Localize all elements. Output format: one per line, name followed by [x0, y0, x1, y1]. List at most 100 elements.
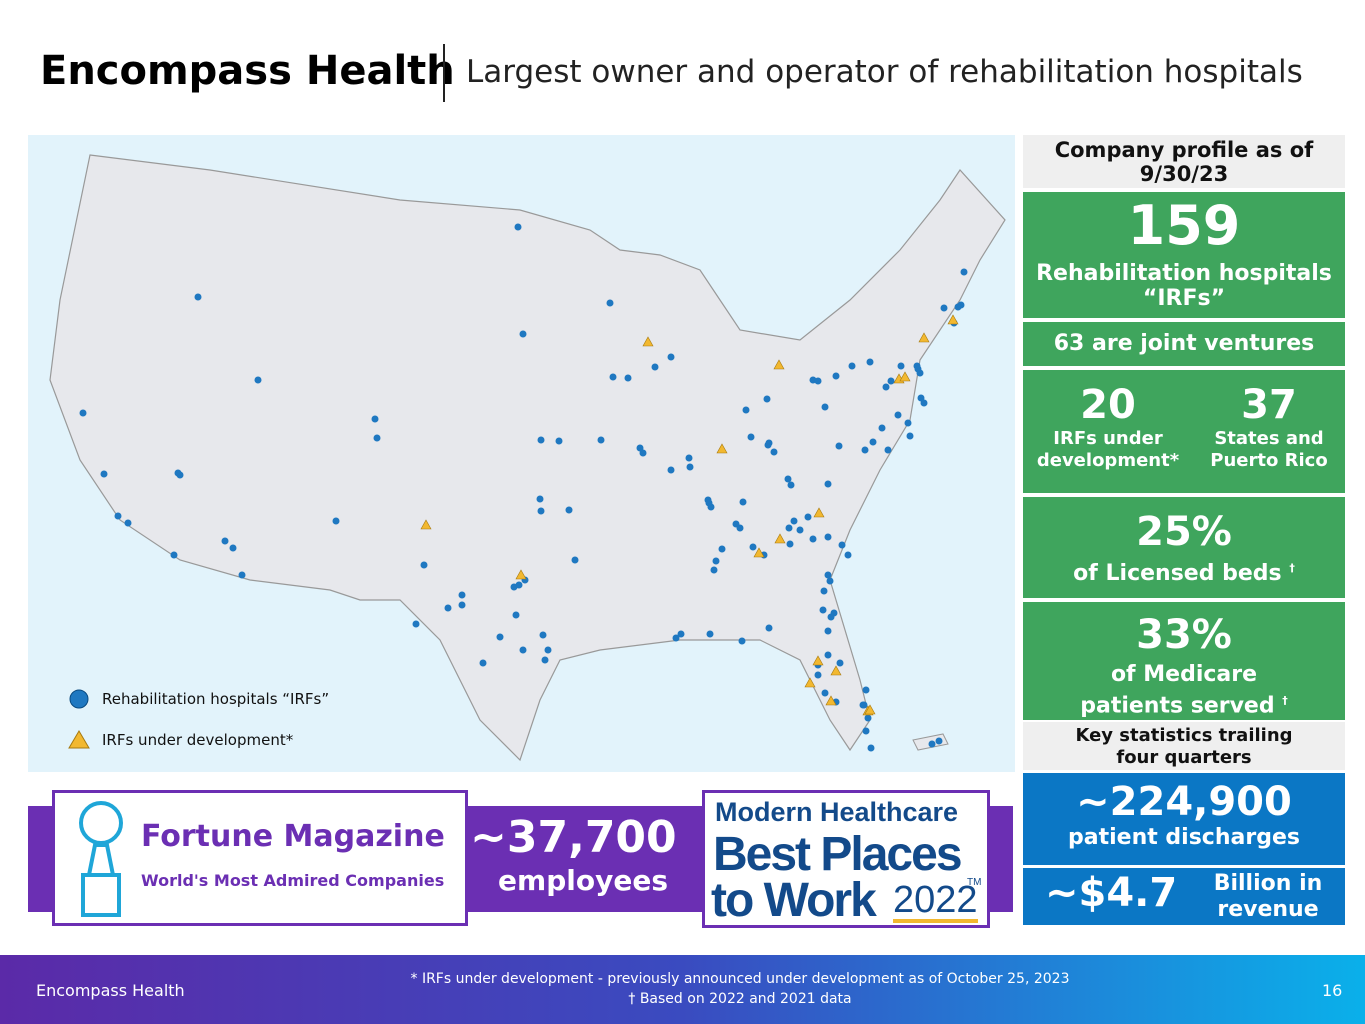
- development-marker: [918, 332, 930, 343]
- development-marker: [830, 665, 842, 676]
- hospital-dot: [651, 363, 659, 371]
- discharges-box: ~224,900 patient discharges: [1023, 773, 1345, 865]
- modern-tm: TM: [967, 877, 982, 888]
- medicare-label: of Medicare patients served: [1080, 662, 1275, 719]
- hospital-dot: [514, 223, 522, 231]
- hospital-dot: [764, 441, 772, 449]
- hospital-dot: [804, 513, 812, 521]
- medicare-label-row: of Medicare patients served †: [1069, 662, 1299, 719]
- hospital-dot: [412, 620, 420, 628]
- hospital-dot: [541, 656, 549, 664]
- hospital-dot: [784, 475, 792, 483]
- hospital-dot: [254, 376, 262, 384]
- hospital-dot: [862, 686, 870, 694]
- legend-development: IRFs under development*: [102, 731, 294, 749]
- hospital-dot: [624, 374, 632, 382]
- hospital-dot: [904, 419, 912, 427]
- hospital-dot: [458, 591, 466, 599]
- hospital-dot: [539, 631, 547, 639]
- footer: Encompass Health * IRFs under developmen…: [0, 955, 1365, 1024]
- hospital-dot: [444, 604, 452, 612]
- beds-value: 25%: [1136, 509, 1232, 555]
- hospital-dot: [814, 671, 822, 679]
- hospital-dot: [814, 377, 822, 385]
- title: Encompass Health: [40, 48, 455, 94]
- development-marker: [947, 314, 959, 325]
- hospitals-value: 159: [1127, 194, 1241, 257]
- development-marker: [515, 569, 527, 580]
- hospital-dot: [882, 383, 890, 391]
- hospital-dot: [860, 701, 868, 709]
- medicare-mark: †: [1282, 694, 1288, 707]
- hospital-dot: [878, 424, 886, 432]
- development-marker: [716, 443, 728, 454]
- development-label: IRFs under development*: [1036, 428, 1180, 471]
- development-marker: [813, 507, 825, 518]
- beds-box: 25% of Licensed beds †: [1023, 497, 1345, 598]
- hospital-dot: [537, 436, 545, 444]
- hospital-dot: [667, 353, 675, 361]
- hospital-dot: [667, 466, 675, 474]
- hospital-dot: [686, 463, 694, 471]
- hospital-dot: [597, 436, 605, 444]
- hospital-dot: [897, 362, 905, 370]
- hospital-dot: [229, 544, 237, 552]
- hospital-dot: [920, 399, 928, 407]
- hospital-dot: [787, 481, 795, 489]
- development-box: 20 IRFs under development* 37 States and P…: [1023, 370, 1345, 493]
- hospital-dot: [906, 432, 914, 440]
- modern-line2: Best Places: [713, 828, 963, 881]
- hospital-dot: [765, 624, 773, 632]
- hospital-dot: [332, 517, 340, 525]
- hospital-dot: [940, 304, 948, 312]
- trophy-icon: [79, 801, 123, 917]
- hospital-dot: [821, 689, 829, 697]
- discharges-label: patient discharges: [1068, 825, 1300, 850]
- hospital-dot: [786, 540, 794, 548]
- hospital-dot: [824, 480, 832, 488]
- development-marker: [642, 336, 654, 347]
- hospital-dot: [960, 268, 968, 276]
- hospital-dot: [124, 519, 132, 527]
- hospital-dot: [869, 438, 877, 446]
- revenue-value: ~$4.7: [1045, 870, 1178, 916]
- footer-note2: † Based on 2022 and 2021 data: [628, 991, 852, 1007]
- hospital-dot: [609, 373, 617, 381]
- hospital-dot: [718, 545, 726, 553]
- hospital-dot: [519, 646, 527, 654]
- hospital-dot: [170, 551, 178, 559]
- hospital-dot: [763, 395, 771, 403]
- hospital-dot: [371, 415, 379, 423]
- hospital-dot: [848, 362, 856, 370]
- hospital-dot: [838, 541, 846, 549]
- beds-label-row: of Licensed beds †: [1023, 561, 1345, 586]
- hospital-dot: [114, 512, 122, 520]
- development-marker: [804, 677, 816, 688]
- hospital-dot: [677, 630, 685, 638]
- hospital-dot: [685, 454, 693, 462]
- hospital-dot: [238, 571, 246, 579]
- footer-left: Encompass Health: [36, 981, 185, 1000]
- hospital-dot: [536, 495, 544, 503]
- hospital-dot: [887, 377, 895, 385]
- hospital-dot: [479, 659, 487, 667]
- hospital-dot: [738, 637, 746, 645]
- footer-note1: * IRFs under development - previously an…: [410, 971, 1070, 987]
- revenue-box: ~$4.7 Billion in revenue: [1023, 868, 1345, 925]
- employees-value: ~37,700: [470, 812, 677, 863]
- states-value: 37: [1241, 382, 1297, 428]
- hospital-dot: [835, 442, 843, 450]
- page-number: 16: [1322, 981, 1343, 1000]
- hospital-dot: [519, 330, 527, 338]
- hospital-dot: [639, 449, 647, 457]
- hospital-dot: [176, 471, 184, 479]
- employees-label: employees: [498, 864, 668, 897]
- stats-heading: Key statistics trailing four quarters: [1023, 722, 1345, 770]
- hospital-dot: [862, 727, 870, 735]
- beds-mark: †: [1289, 561, 1295, 575]
- hospital-dot: [790, 517, 798, 525]
- hospital-dot: [861, 446, 869, 454]
- map: Rehabilitation hospitals “IRFs” IRFs und…: [28, 135, 1015, 772]
- hospital-dot: [796, 526, 804, 534]
- hospital-dot: [827, 613, 835, 621]
